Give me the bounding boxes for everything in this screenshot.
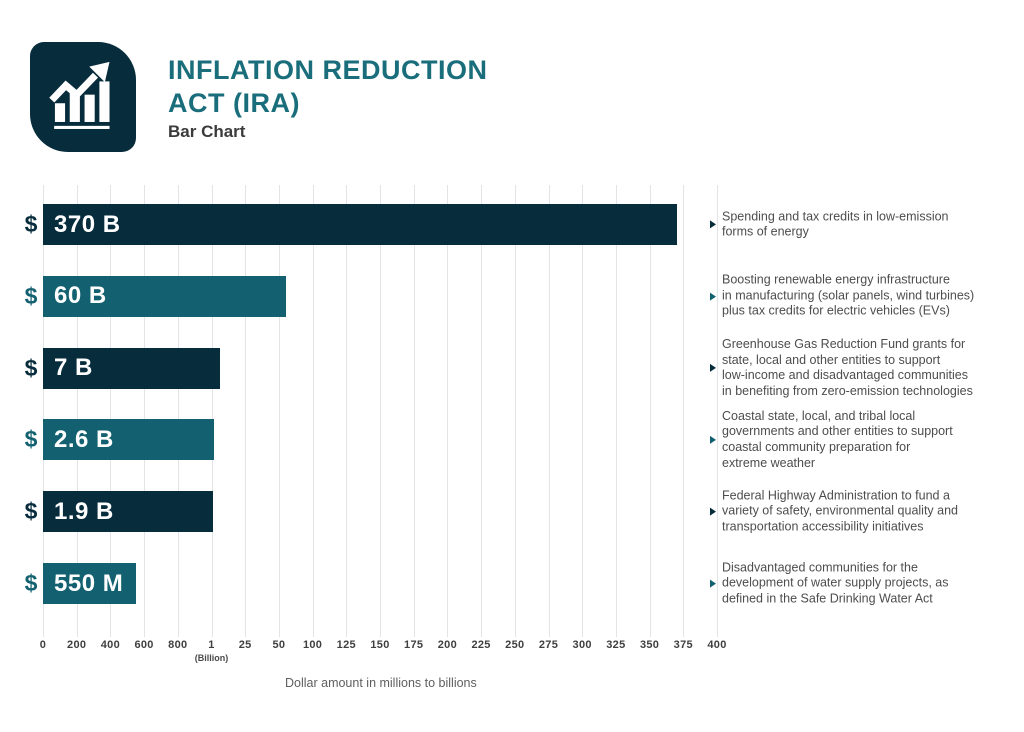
gridline — [649, 185, 651, 637]
currency-symbol: $ — [24, 570, 38, 596]
bar-value-label: 7 B — [54, 354, 93, 382]
bar-5: 1.9 B — [43, 491, 213, 533]
currency-symbol: $ — [24, 211, 38, 237]
gridline — [278, 185, 280, 637]
gridline — [110, 185, 112, 637]
x-tick-label: 400 — [707, 639, 727, 651]
bar-value-label: 2.6 B — [54, 425, 114, 453]
x-tick-label: 200 — [437, 639, 458, 651]
annotation: Spending and tax credits in low-emission… — [710, 209, 1012, 240]
annotation-text: Federal Highway Administration to fund a… — [722, 488, 959, 534]
bar-6: 550 M — [43, 563, 136, 604]
annotation-arrow-icon — [710, 507, 716, 516]
gridline — [683, 185, 685, 637]
gridline — [177, 185, 179, 637]
gridline — [346, 185, 348, 637]
gridline — [717, 185, 718, 637]
annotation-arrow-icon — [710, 292, 716, 301]
annotation: Greenhouse Gas Reduction Fund grants for… — [710, 337, 1012, 399]
gridline — [413, 185, 415, 637]
x-tick-label: 25 — [238, 639, 252, 651]
x-tick-label: 275 — [538, 639, 559, 651]
x-tick-label: 175 — [404, 639, 424, 651]
x-tick-label: 100 — [302, 639, 323, 651]
gridline — [582, 185, 584, 637]
x-tick-label: 0 — [39, 639, 47, 651]
x-tick-label: 800 — [168, 639, 188, 651]
bar-chart-trend-icon — [49, 61, 110, 129]
annotation: Federal Highway Administration to fund a… — [710, 488, 1012, 535]
x-tick-label: 150 — [370, 639, 390, 651]
annotation-text: Greenhouse Gas Reduction Fund grants for… — [722, 336, 973, 398]
annotation-arrow-icon — [710, 364, 716, 373]
x-tick-label: 325 — [606, 639, 626, 651]
currency-symbol: $ — [24, 426, 38, 453]
bar-value-label: 60 B — [54, 282, 107, 310]
bar-2: 60 B — [43, 275, 286, 317]
gridline — [481, 185, 483, 637]
bar-3: 7 B — [43, 347, 220, 389]
x-tick-label: 225 — [471, 639, 491, 651]
gridline — [548, 185, 550, 637]
annotation: Disadvantaged communities for the develo… — [710, 560, 1012, 607]
x-axis-unit-sublabel: (Billion) — [194, 653, 229, 663]
x-tick-label: 1 — [208, 639, 215, 651]
annotation-arrow-icon — [710, 579, 716, 588]
annotation: Coastal state, local, and tribal local g… — [710, 409, 1012, 471]
x-tick-label: 400 — [100, 639, 121, 651]
bar-1: 370 B — [43, 204, 677, 245]
x-tick-label: 50 — [272, 639, 286, 651]
annotation: Boosting renewable energy infrastructure… — [710, 273, 1012, 320]
gridline — [245, 185, 247, 637]
annotation-text: Coastal state, local, and tribal local g… — [722, 408, 953, 470]
gridline — [144, 185, 146, 637]
bar-value-label: 1.9 B — [54, 497, 114, 525]
page-subtitle: Bar Chart — [168, 122, 246, 141]
annotation-arrow-icon — [710, 220, 716, 229]
annotation-text: Disadvantaged communities for the develo… — [722, 560, 949, 606]
x-tick-label: 300 — [572, 639, 592, 651]
gridline — [312, 185, 314, 637]
currency-symbol: $ — [24, 354, 38, 381]
bar-value-label: 550 M — [54, 569, 124, 597]
gridline — [615, 185, 617, 637]
x-tick-label: 600 — [134, 639, 154, 651]
page-title-line2: ACT (IRA) — [168, 88, 300, 118]
annotation-text: Boosting renewable energy infrastructure… — [722, 272, 975, 319]
annotation-arrow-icon — [710, 435, 716, 444]
gridline — [380, 185, 381, 637]
x-tick-label: 200 — [67, 639, 87, 651]
x-tick-label: 125 — [336, 639, 356, 651]
chart-caption: Dollar amount in millions to billions — [285, 676, 477, 690]
x-tick-label: 250 — [505, 639, 525, 651]
gridline — [43, 185, 44, 637]
bar-value-label: 370 B — [54, 210, 121, 238]
page-title: INFLATION REDUCTION ACT (IRA) — [168, 54, 487, 120]
x-tick-label: 350 — [639, 639, 660, 651]
x-tick-label: 375 — [673, 639, 693, 651]
logo-badge — [30, 42, 136, 152]
annotation-text: Spending and tax credits in low-emission… — [722, 208, 949, 239]
gridline — [76, 185, 78, 637]
currency-symbol: $ — [24, 498, 38, 525]
bar-4: 2.6 B — [43, 419, 214, 461]
currency-symbol: $ — [24, 282, 38, 309]
gridline — [514, 185, 516, 637]
page-title-line1: INFLATION REDUCTION — [168, 55, 488, 85]
gridline — [211, 185, 213, 637]
gridline — [447, 185, 449, 637]
